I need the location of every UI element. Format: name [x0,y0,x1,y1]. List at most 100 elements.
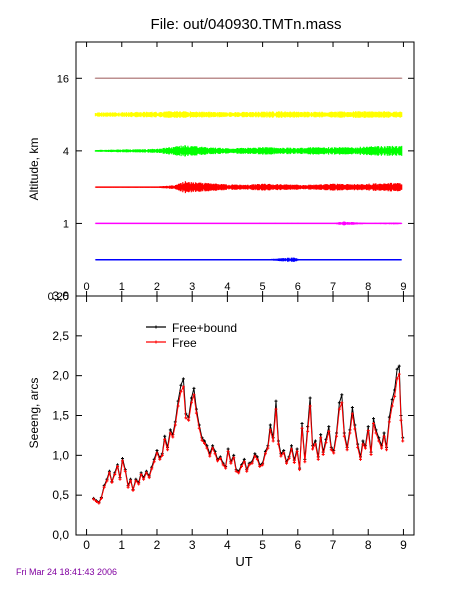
data-point [340,401,344,405]
data-point [255,457,259,461]
altitude-layer-trace [94,111,403,118]
data-point [102,485,106,489]
data-point [184,416,188,420]
data-point [361,442,365,446]
data-point [340,393,344,397]
data-point [137,482,141,486]
data-point [118,477,122,481]
data-point [239,464,243,468]
legend-entry: Free [146,336,197,350]
data-point [319,433,323,437]
data-point [213,452,217,456]
data-point [232,456,236,460]
data-point [94,500,98,504]
data-point [247,463,251,467]
data-point [192,393,196,397]
data-point [385,448,389,452]
data-point [181,377,185,381]
data-point [268,423,272,427]
figure-title: File: out/040930.TMTn.mass [151,16,342,33]
data-point [298,468,302,472]
data-point [335,434,339,438]
data-point [287,457,291,461]
data-point [395,377,399,381]
data-point [308,404,312,408]
data-point [160,453,164,457]
seeing-x-axis-label: UT [235,554,252,569]
data-point [292,461,296,465]
seeing-x-tick-label: 3 [189,538,196,552]
data-point [250,461,254,465]
data-point [92,497,96,501]
altitude-layer-fluctuation [94,111,403,118]
data-point [321,453,325,457]
data-point [218,457,222,461]
altitude-x-ticks: 0 1 2 3 4 5 6 7 8 9 [84,42,407,296]
data-point [234,469,238,473]
data-point [211,446,215,450]
data-point [358,457,362,461]
data-point [194,411,198,415]
data-point [303,460,307,464]
data-point [356,445,360,449]
seeing-x-tick-label: 0 [83,538,90,552]
altitude-layer-fluctuation [94,181,403,194]
seeing-panel: 0 1 2 3 4 5 6 7 8 9 0,0 0,5 1,0 1,5 2,0 2,5 3,0 UT Seee… [27,289,415,569]
seeing-x-tick-label: 7 [330,538,337,552]
data-point [129,479,133,483]
legend-entry: Free+bound [146,321,237,335]
data-point [382,434,386,438]
data-point [380,446,384,450]
seeing-x-tick-label: 6 [294,538,301,552]
altitude-layer-fluctuation [94,77,403,79]
data-point [173,423,177,427]
data-point [366,429,370,433]
seeing-x-ticks: 0 1 2 3 4 5 6 7 8 9 [83,296,407,552]
data-point [397,364,401,368]
data-point [348,431,352,435]
data-point [350,406,354,410]
seeing-plot-frame [75,295,415,536]
data-point [123,469,127,473]
free-series [92,372,405,505]
altitude-layer-fluctuation [94,221,403,226]
altitude-plot-frame [75,41,415,297]
legend-marker [154,340,158,344]
altitude-x-tick-label: 7 [330,281,336,293]
data-point [147,476,151,480]
data-point [168,428,172,432]
data-point [99,496,103,500]
altitude-x-tick-label: 8 [365,281,371,293]
data-point [181,385,185,389]
data-point [139,472,143,476]
data-point [208,454,212,458]
data-point [319,436,323,440]
data-point [268,428,272,432]
data-point [363,446,367,450]
seeing-y-tick-label: 0,5 [52,488,69,502]
legend-label: Free [172,336,197,350]
data-point [216,459,220,463]
data-point [332,451,336,455]
data-point [401,439,405,443]
data-point [337,407,341,411]
data-point [187,418,191,422]
data-point [150,467,154,471]
seeing-series-group [92,364,405,505]
data-point [107,471,111,475]
data-point [189,401,193,405]
data-point [226,449,230,453]
data-point [342,434,346,438]
data-point [242,460,246,464]
altitude-x-tick-label: 9 [400,281,406,293]
data-point [399,418,403,422]
altitude-y-axis-label: Altitude, km [27,138,41,201]
data-point [306,429,310,433]
data-point [372,417,376,421]
data-point [324,441,328,445]
data-point [171,435,175,439]
series-line [93,364,404,504]
data-point [200,438,204,442]
seeing-y-tick-label: 1,5 [52,409,69,423]
altitude-layer-fluctuation [94,257,403,262]
